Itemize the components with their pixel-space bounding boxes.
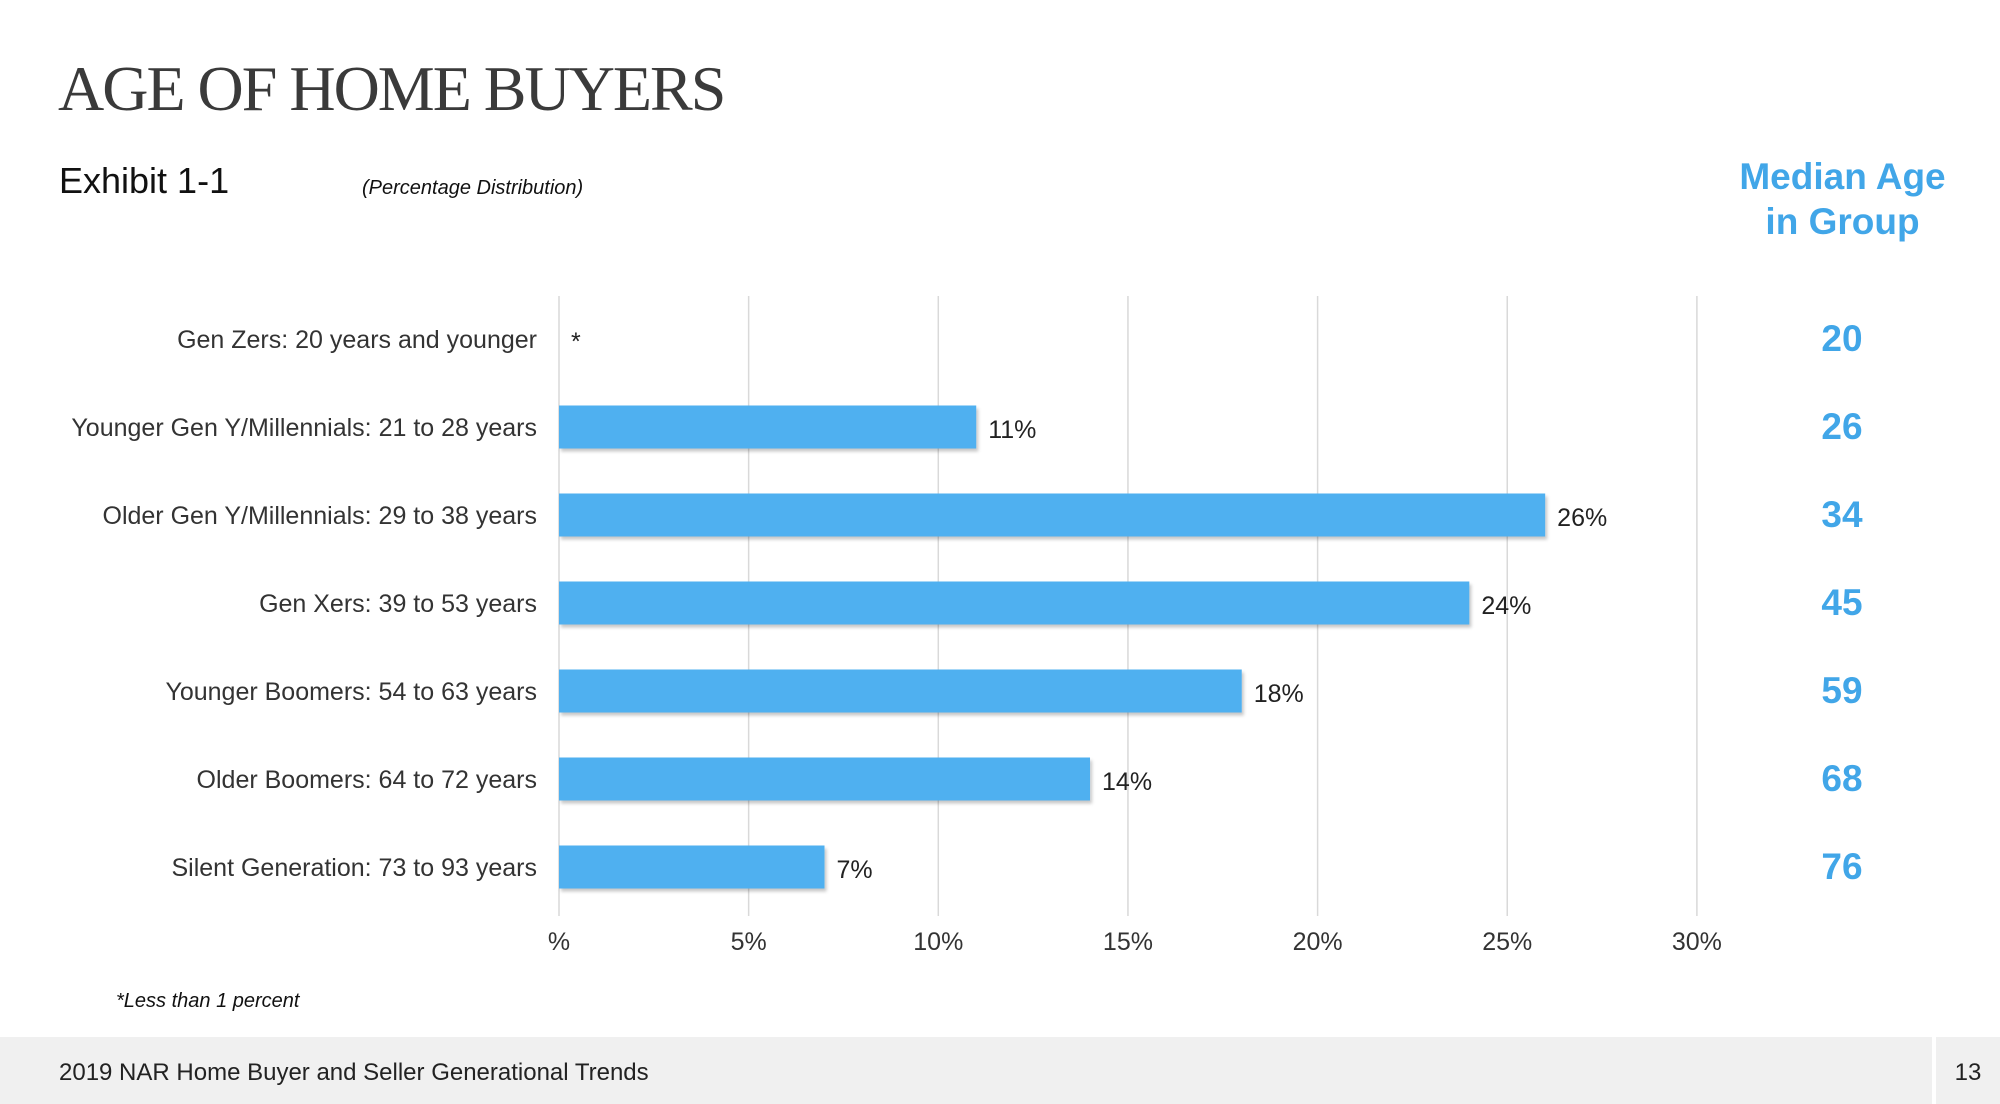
footnote: *Less than 1 percent	[116, 990, 300, 1012]
bar	[559, 493, 1546, 537]
exhibit-label: Exhibit 1-1	[59, 160, 230, 201]
bar	[559, 405, 977, 449]
page-number: 13	[1954, 1059, 1982, 1086]
bar	[559, 757, 1091, 801]
median-age-value: 20	[1821, 318, 1862, 359]
category-label: Younger Gen Y/Millennials: 21 to 28 year…	[71, 414, 537, 442]
median-age-value: 59	[1821, 670, 1862, 711]
data-label: 26%	[1557, 504, 1607, 532]
median-age-value: 34	[1821, 494, 1863, 535]
footer-bar: 2019 NAR Home Buyer and Seller Generatio…	[0, 1037, 1932, 1104]
bars	[559, 405, 1546, 889]
category-label: Gen Xers: 39 to 53 years	[259, 590, 537, 618]
median-age-header-line2: in Group	[1765, 201, 1920, 242]
bar	[559, 845, 825, 889]
median-age-value: 45	[1821, 582, 1862, 623]
x-tick-label: 30%	[1672, 928, 1722, 956]
x-tick-label: 5%	[731, 928, 767, 956]
x-tick-label: %	[548, 928, 570, 956]
labels: % 5% 10% 15% 20% 25% 30% Gen Zers: 20 years and…	[71, 318, 1863, 956]
median-age-value: 68	[1821, 758, 1862, 799]
footer-text: 2019 NAR Home Buyer and Seller Generatio…	[59, 1059, 649, 1086]
data-label: 18%	[1254, 680, 1304, 708]
data-label: 24%	[1481, 592, 1531, 620]
data-label: 11%	[988, 416, 1036, 444]
median-age-value: 26	[1821, 406, 1862, 447]
bar	[559, 669, 1242, 713]
x-tick-label: 25%	[1482, 928, 1532, 956]
bar-chart: % 5% 10% 15% 20% 25% 30% Gen Zers: 20 years and…	[71, 296, 1863, 956]
x-tick-label: 15%	[1103, 928, 1153, 956]
page-number-box: 13	[1936, 1037, 2000, 1104]
median-age-value: 76	[1821, 846, 1862, 887]
chart-subtitle: (Percentage Distribution)	[362, 177, 584, 199]
data-label: 14%	[1102, 768, 1152, 796]
x-tick-label: 10%	[913, 928, 963, 956]
median-age-header: Median Age in Group	[1700, 154, 1985, 244]
category-label: Younger Boomers: 54 to 63 years	[165, 678, 537, 706]
x-tick-label: 20%	[1293, 928, 1343, 956]
median-age-header-line1: Median Age	[1739, 156, 1946, 197]
page-title: AGE OF HOME BUYERS	[58, 53, 726, 124]
data-label: *	[571, 328, 581, 356]
category-label: Older Boomers: 64 to 72 years	[197, 766, 537, 794]
category-label: Gen Zers: 20 years and younger	[177, 326, 537, 354]
bar	[559, 581, 1470, 625]
data-label: 7%	[837, 856, 873, 884]
category-label: Older Gen Y/Millennials: 29 to 38 years	[103, 502, 538, 530]
category-label: Silent Generation: 73 to 93 years	[171, 854, 537, 882]
